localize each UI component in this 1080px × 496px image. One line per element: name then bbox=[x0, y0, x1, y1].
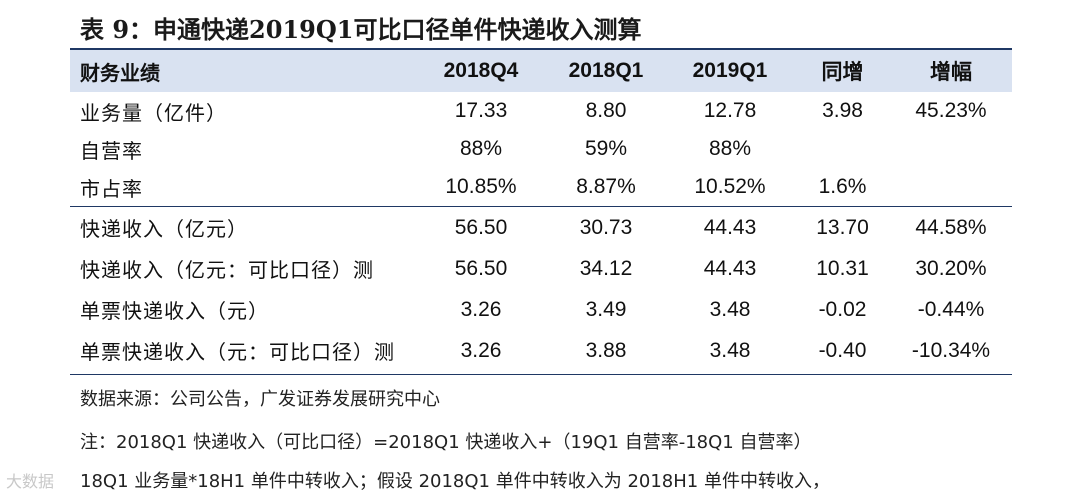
table-cell: 3.88 bbox=[585, 338, 627, 362]
header-cell: 同增 bbox=[821, 61, 864, 84]
footnote-line-1: 注：2018Q1 快递收入（可比口径）=2018Q1 快递收入+（19Q1 自营… bbox=[80, 432, 812, 453]
top-rule bbox=[70, 48, 1012, 50]
table-cell: 88% bbox=[459, 137, 503, 160]
table-cell: 3.48 bbox=[709, 297, 751, 321]
table-row: 单票快递收入（元：可比口径）测 3.26 3.88 3.48 -0.40 -10… bbox=[70, 330, 1012, 371]
table-cell: 34.12 bbox=[579, 256, 633, 280]
table-cell: 30.20% bbox=[915, 256, 987, 280]
table-cell: -0.40 bbox=[818, 338, 867, 362]
source-note: 数据来源：公司公告，广发证券发展研究中心 bbox=[80, 389, 440, 410]
row-label: 快递收入（亿元） bbox=[80, 217, 248, 241]
header-cell: 2018Q4 bbox=[443, 59, 519, 82]
table-cell bbox=[890, 130, 1012, 168]
table-cell: 44.43 bbox=[703, 256, 757, 280]
table-row: 市占率 10.85% 8.87% 10.52% 1.6% bbox=[70, 168, 1012, 206]
table-cell: 3.98 bbox=[822, 99, 863, 122]
table-cell: 45.23% bbox=[915, 99, 987, 122]
table-cell: 56.50 bbox=[454, 256, 508, 280]
table-cell: 56.50 bbox=[454, 215, 508, 239]
section-divider bbox=[70, 206, 1012, 207]
table-cell: -0.02 bbox=[818, 297, 867, 321]
table-cell bbox=[795, 130, 890, 168]
table-cell: 10.31 bbox=[816, 256, 869, 280]
table-row: 自营率 88% 59% 88% bbox=[70, 130, 1012, 168]
table-row: 业务量（亿件） 17.33 8.80 12.78 3.98 45.23% bbox=[70, 92, 1012, 130]
row-label: 业务量（亿件） bbox=[80, 100, 227, 125]
table-cell: 17.33 bbox=[454, 99, 508, 122]
header-band bbox=[70, 50, 1012, 92]
table-row: 单票快递收入（元） 3.26 3.49 3.48 -0.02 -0.44% bbox=[70, 289, 1012, 330]
table-cell: -10.34% bbox=[911, 338, 991, 362]
table-cell bbox=[890, 168, 1012, 206]
table-cell: 1.6% bbox=[818, 175, 867, 198]
header-cell: 财务业绩 bbox=[80, 60, 160, 85]
header-cell: 2018Q1 bbox=[568, 59, 644, 82]
table-cell: 30.73 bbox=[579, 215, 633, 239]
table-cell: 8.80 bbox=[585, 99, 627, 122]
table-cell: 3.26 bbox=[460, 338, 502, 362]
financial-table: 财务业绩 2018Q4 2018Q1 2019Q1 同增 增幅 业务量（亿件） … bbox=[70, 50, 1012, 371]
table-row: 快递收入（亿元） 56.50 30.73 44.43 13.70 44.58% bbox=[70, 207, 1012, 248]
table-cell: 10.52% bbox=[694, 175, 766, 198]
bottom-rule bbox=[70, 374, 1012, 375]
row-label: 单票快递收入（元：可比口径）测 bbox=[80, 340, 395, 364]
table-cell: 10.85% bbox=[445, 175, 517, 198]
table-row: 快递收入（亿元：可比口径）测 56.50 34.12 44.43 10.31 3… bbox=[70, 248, 1012, 289]
table-cell: 3.49 bbox=[585, 297, 627, 321]
table-cell: 44.58% bbox=[915, 215, 987, 239]
row-label: 自营率 bbox=[80, 138, 143, 163]
row-label: 单票快递收入（元） bbox=[80, 299, 269, 323]
table-cell: 88% bbox=[708, 137, 752, 160]
watermark: 大数据 bbox=[6, 472, 55, 491]
row-label: 快递收入（亿元：可比口径）测 bbox=[80, 258, 374, 282]
table-cell: 3.48 bbox=[709, 338, 751, 362]
header-cell: 2019Q1 bbox=[692, 59, 768, 82]
footnote-line-2: 18Q1 业务量*18H1 单件中转收入；假设 2018Q1 单件中转收入为 2… bbox=[80, 471, 830, 492]
header-cell: 增幅 bbox=[930, 61, 972, 84]
row-label: 市占率 bbox=[80, 176, 143, 201]
table-cell: 13.70 bbox=[816, 215, 869, 239]
table-cell: 44.43 bbox=[703, 215, 757, 239]
table-cell: 12.78 bbox=[703, 99, 757, 122]
table-cell: 3.26 bbox=[460, 297, 502, 321]
header-row: 财务业绩 2018Q4 2018Q1 2019Q1 同增 增幅 bbox=[70, 50, 1012, 92]
table-cell: 8.87% bbox=[576, 175, 636, 198]
table-cell: 59% bbox=[584, 137, 628, 160]
table-cell: -0.44% bbox=[917, 297, 985, 321]
table-title: 表 9：申通快递2019Q1可比口径单件快递收入测算 bbox=[80, 15, 642, 44]
